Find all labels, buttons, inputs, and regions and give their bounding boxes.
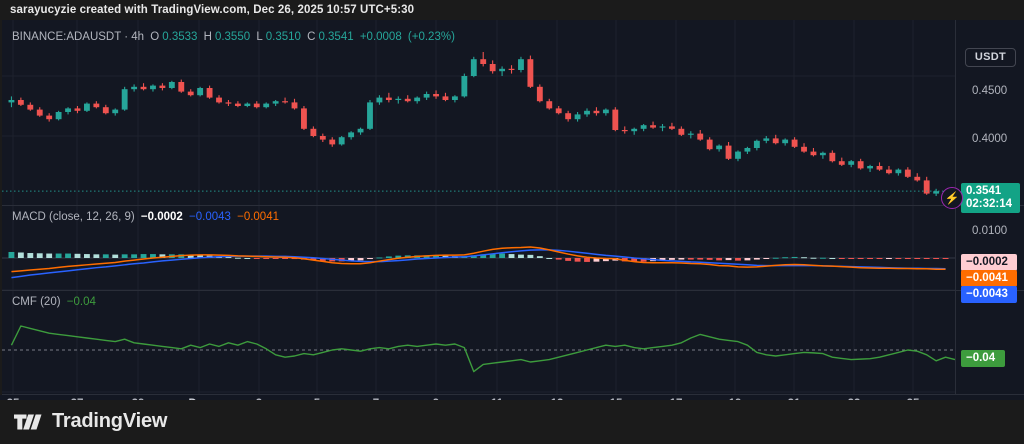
tradingview-mark-icon — [14, 414, 42, 429]
macd-signal-value: −0.0043 — [189, 211, 231, 223]
lightning-icon[interactable]: ⚡ — [941, 187, 963, 209]
time-tick-11: 17 — [670, 398, 683, 400]
change-value: +0.0008 — [359, 31, 402, 43]
macd-signal-tag[interactable]: −0.0043 — [961, 286, 1017, 303]
high-key: H — [203, 31, 212, 43]
time-tick-3: Dec — [188, 398, 209, 400]
low-value: 0.3510 — [265, 31, 301, 43]
macd-histogram-tag[interactable]: −0.0002 — [961, 254, 1017, 271]
currency-badge[interactable]: USDT — [965, 48, 1016, 67]
bar-countdown: 02:32:14 — [966, 198, 1013, 210]
high-value: 0.3550 — [214, 31, 251, 43]
open-key: O — [150, 31, 160, 43]
time-tick-14: 23 — [848, 398, 861, 400]
time-tick-2: 29 — [132, 398, 145, 400]
time-tick-12: 19 — [729, 398, 742, 400]
cmf-value-tag[interactable]: −0.04 — [961, 350, 1005, 367]
time-tick-10: 15 — [610, 398, 623, 400]
last-price-value: 0.3541 — [966, 185, 1002, 197]
low-key: L — [256, 31, 263, 43]
chart-area[interactable]: BINANCE:ADAUSDT · 4h O 0.3533 H 0.3550 L 0.… — [0, 20, 1024, 400]
footer-bar: TradingView — [0, 400, 1024, 444]
time-tick-7: 9 — [433, 398, 439, 400]
symbol-label[interactable]: BINANCE:ADAUSDT · 4h — [12, 31, 145, 43]
cmf-value: −0.04 — [66, 296, 96, 308]
price-tick-0: 0.4500 — [972, 85, 1008, 97]
chart-plot-svg — [2, 20, 956, 394]
time-tick-15: 25 — [907, 398, 920, 400]
close-key: C — [307, 31, 316, 43]
cmf-title[interactable]: CMF (20) — [12, 296, 61, 308]
macd-line-tag[interactable]: −0.0041 — [961, 270, 1017, 287]
close-value: 0.3541 — [318, 31, 354, 43]
time-tick-1: 27 — [71, 398, 84, 400]
left-edge-gutter — [0, 20, 2, 395]
cmf-line — [10, 325, 956, 373]
time-tick-13: 21 — [788, 398, 801, 400]
tradingview-wordmark: TradingView — [52, 410, 168, 432]
macd-signal-line — [11, 249, 946, 279]
macd-title[interactable]: MACD (close, 12, 26, 9) — [12, 211, 135, 223]
price-tick-1: 0.4000 — [972, 133, 1008, 145]
change-percent: (+0.23%) — [407, 31, 455, 43]
cmf-pane-legend[interactable]: CMF (20) −0.04 — [12, 295, 99, 309]
last-price-tag[interactable]: 0.3541 02:32:14 — [961, 183, 1020, 213]
price-pane-legend[interactable]: BINANCE:ADAUSDT · 4h O 0.3533 H 0.3550 L 0.… — [12, 30, 458, 44]
time-tick-8: 11 — [491, 398, 503, 400]
tradingview-logo[interactable]: TradingView — [14, 410, 167, 433]
macd-tick-0: 0.0100 — [972, 225, 1008, 237]
open-value: 0.3533 — [162, 31, 198, 43]
attribution-text: sarayucyzie created with TradingView.com… — [0, 0, 1024, 20]
time-tick-0: 25 — [7, 398, 20, 400]
macd-histogram — [8, 251, 949, 262]
macd-pane-legend[interactable]: MACD (close, 12, 26, 9) −0.0002 −0.0043 … — [12, 210, 282, 224]
candlestick-series — [8, 52, 940, 196]
time-tick-9: 13 — [551, 398, 564, 400]
time-tick-5: 5 — [314, 398, 320, 400]
time-axis[interactable]: 25 27 29 Dec 3 5 7 9 11 13 15 17 19 21 23 25 — [0, 395, 1024, 400]
macd-line — [11, 246, 946, 273]
time-tick-6: 7 — [373, 398, 379, 400]
time-tick-4: 3 — [256, 398, 262, 400]
time-axis-divider — [0, 394, 1024, 395]
pane-separator-macd — [0, 205, 1024, 206]
pane-separator-cmf — [0, 290, 1024, 291]
macd-histogram-value: −0.0002 — [140, 211, 183, 223]
macd-line-value: −0.0041 — [237, 211, 279, 223]
